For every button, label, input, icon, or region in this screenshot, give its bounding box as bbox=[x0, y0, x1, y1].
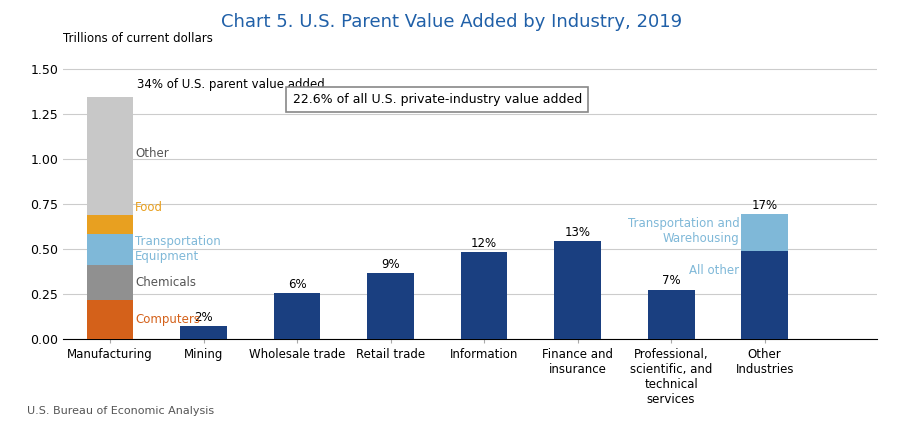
Text: Chart 5. U.S. Parent Value Added by Industry, 2019: Chart 5. U.S. Parent Value Added by Indu… bbox=[221, 13, 682, 31]
Bar bbox=[87, 97, 134, 215]
Text: 7%: 7% bbox=[661, 274, 680, 287]
Bar bbox=[647, 290, 694, 339]
Text: 34% of U.S. parent value added: 34% of U.S. parent value added bbox=[137, 78, 324, 92]
Bar bbox=[87, 299, 134, 339]
Text: Chemicals: Chemicals bbox=[135, 276, 196, 289]
Bar bbox=[180, 326, 227, 339]
Text: 6%: 6% bbox=[287, 278, 306, 291]
Bar bbox=[461, 252, 507, 339]
Bar bbox=[87, 215, 134, 234]
Text: Food: Food bbox=[135, 201, 163, 214]
Text: Trillions of current dollars: Trillions of current dollars bbox=[63, 33, 213, 45]
Bar bbox=[740, 251, 787, 339]
Text: 22.6% of all U.S. private-industry value added: 22.6% of all U.S. private-industry value… bbox=[293, 93, 582, 106]
Bar bbox=[87, 234, 134, 265]
Bar bbox=[740, 214, 787, 251]
Text: Transportation
Equipment: Transportation Equipment bbox=[135, 235, 221, 263]
Text: All other: All other bbox=[688, 264, 739, 277]
Text: 17%: 17% bbox=[750, 199, 777, 212]
Text: 9%: 9% bbox=[381, 258, 399, 271]
Bar bbox=[274, 293, 320, 339]
Bar bbox=[87, 265, 134, 299]
Text: Transportation and
Warehousing: Transportation and Warehousing bbox=[627, 217, 739, 245]
Text: Other: Other bbox=[135, 147, 169, 160]
Bar bbox=[367, 273, 414, 339]
Bar bbox=[554, 241, 600, 339]
Text: 12%: 12% bbox=[470, 237, 497, 250]
Text: 13%: 13% bbox=[564, 226, 590, 239]
Text: 2%: 2% bbox=[194, 310, 212, 324]
Text: U.S. Bureau of Economic Analysis: U.S. Bureau of Economic Analysis bbox=[27, 405, 214, 416]
Text: Computers: Computers bbox=[135, 313, 200, 326]
